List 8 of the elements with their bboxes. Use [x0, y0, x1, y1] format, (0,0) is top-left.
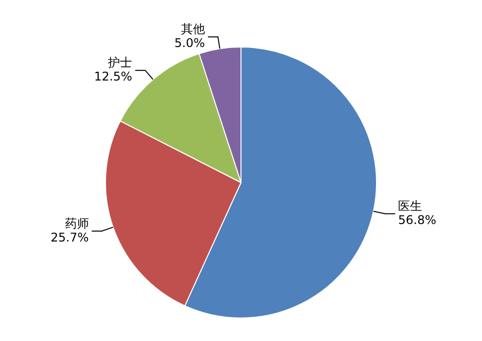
data-label: 12.5% — [94, 69, 132, 84]
slice-label: 其他 — [180, 22, 205, 36]
slice-label: 药师 — [64, 216, 89, 230]
data-label: 56.8% — [398, 212, 436, 227]
data-label: 5.0% — [174, 36, 205, 50]
slice-label: 医生 — [398, 198, 422, 213]
slice-label: 护士 — [107, 55, 132, 70]
data-label: 25.7% — [50, 230, 89, 244]
